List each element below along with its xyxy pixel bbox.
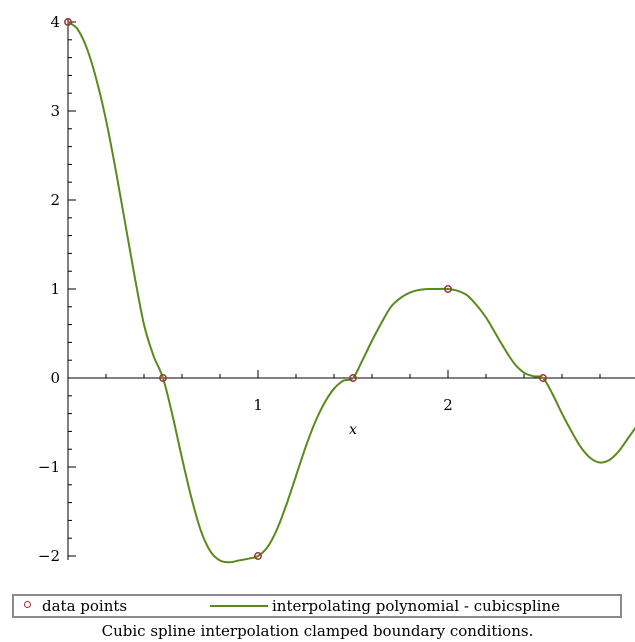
legend-label-spline: interpolating polynomial - cubicspline	[272, 597, 561, 615]
y-tick-label: −2	[38, 547, 60, 565]
y-tick-label: −1	[38, 458, 60, 476]
y-tick-label: 2	[50, 191, 60, 209]
x-tick-label: 1	[253, 396, 263, 414]
data-point	[539, 374, 547, 382]
y-tick-label: 1	[50, 280, 60, 298]
data-point	[254, 552, 262, 560]
data-point	[349, 374, 357, 382]
spline-curve-layer	[67, 21, 635, 564]
data-points-layer	[64, 18, 547, 560]
tick-labels-layer: 4 3 2 1 0 −1 −2 1 2 x	[38, 13, 453, 565]
y-tick-label: 0	[50, 369, 60, 387]
legend-line-spline	[210, 605, 268, 607]
axes	[67, 18, 635, 560]
y-tick-label: 4	[50, 13, 60, 31]
y-tick-label: 3	[50, 102, 60, 120]
legend: data points interpolating polynomial - c…	[12, 594, 622, 618]
data-point	[444, 285, 452, 293]
data-point	[159, 374, 167, 382]
x-axis-title: x	[349, 422, 357, 438]
data-point	[64, 18, 72, 26]
x-tick-label: 2	[443, 396, 453, 414]
spline-curve	[67, 21, 635, 564]
legend-label-data-points: data points	[42, 597, 128, 615]
chart-plot: 4 3 2 1 0 −1 −2 1 2 x	[38, 13, 635, 565]
chart-caption: Cubic spline interpolation clamped bound…	[101, 622, 534, 640]
legend-marker-data-points	[24, 601, 31, 608]
